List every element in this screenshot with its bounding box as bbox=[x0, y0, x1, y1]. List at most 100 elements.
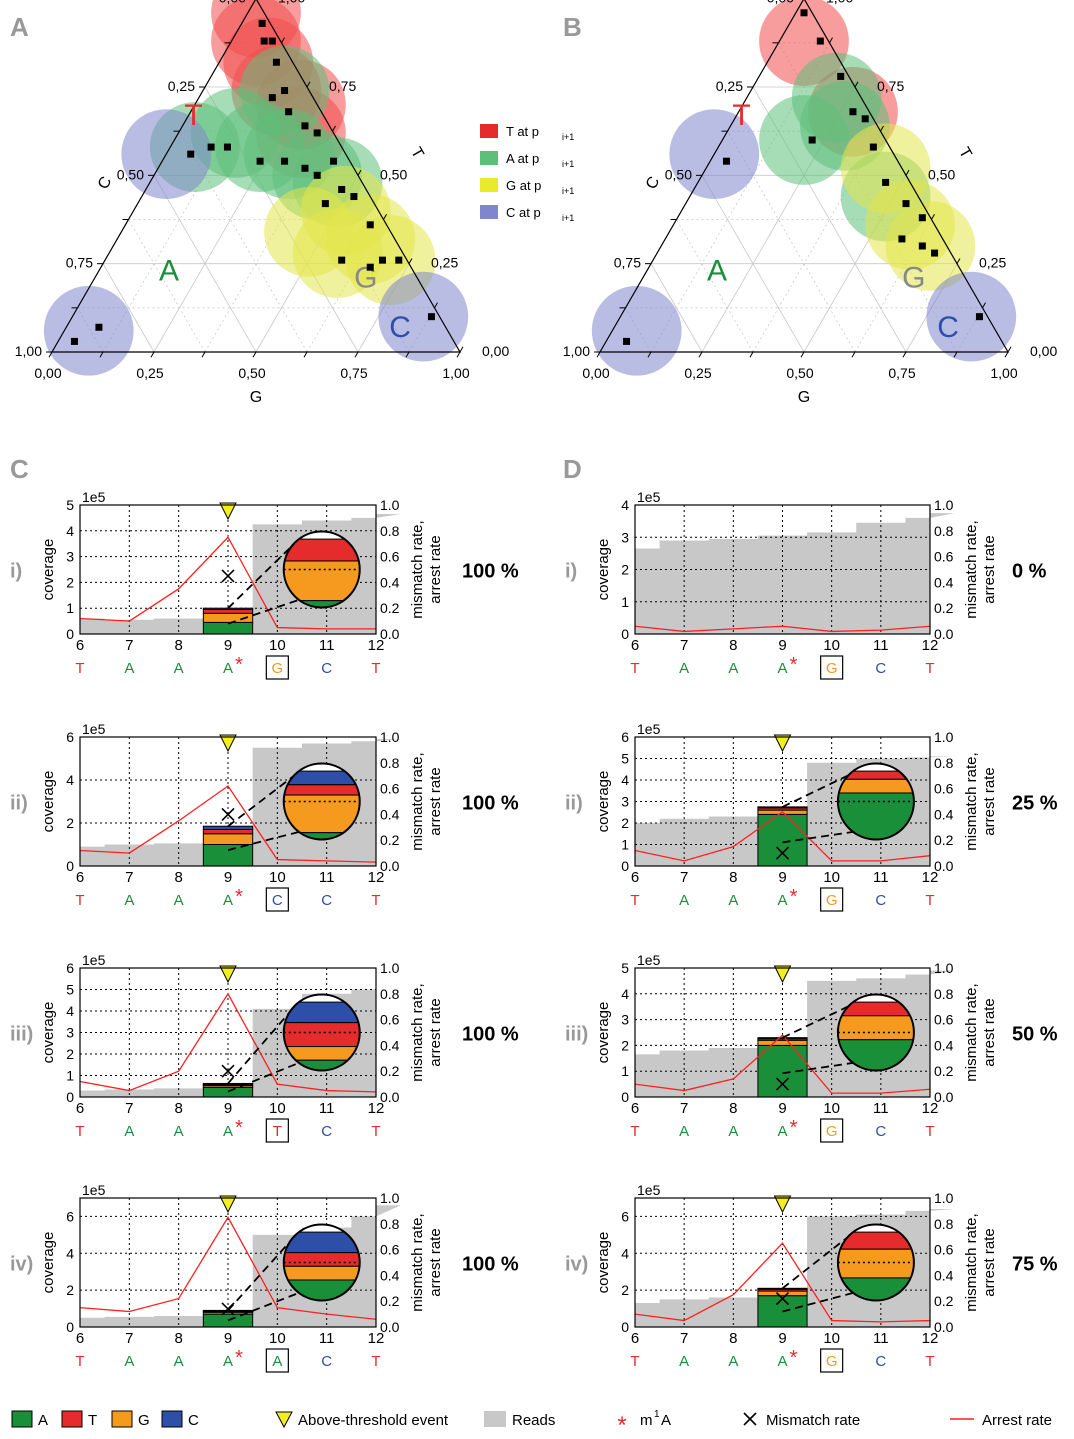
y2-tick-label: 0.4 bbox=[934, 1267, 954, 1283]
tick bbox=[829, 37, 833, 44]
pie-outline bbox=[282, 993, 361, 1072]
sequence-base: T bbox=[630, 892, 639, 909]
sequence-base: A bbox=[728, 660, 738, 677]
y-tick-label: 4 bbox=[621, 986, 629, 1002]
legend-swatch-T bbox=[480, 124, 498, 138]
y2-tick-label: 1.0 bbox=[380, 497, 400, 513]
data-point bbox=[260, 37, 268, 45]
stacked-bar-G bbox=[202, 833, 254, 845]
boxed-base-frame bbox=[265, 1348, 289, 1373]
data-point bbox=[366, 263, 374, 271]
y2-tick-label: 0.8 bbox=[380, 1216, 400, 1232]
sequence-base: G bbox=[826, 892, 838, 909]
sequence-base: C bbox=[875, 660, 886, 677]
y2-axis-label: mismatch rate, bbox=[409, 1213, 426, 1311]
arrest-rate-line bbox=[634, 1034, 931, 1094]
cluster-circle-C bbox=[591, 285, 682, 376]
legend-swatch-C bbox=[161, 1410, 183, 1428]
multiplier-label: 1e5 bbox=[82, 489, 106, 505]
x-tick-label: 12 bbox=[922, 1330, 939, 1347]
y2-tick-label: 0.4 bbox=[380, 806, 400, 822]
tick-label-t: 0,50 bbox=[928, 166, 955, 182]
tick bbox=[201, 351, 206, 358]
sequence-base: T bbox=[75, 892, 84, 909]
y2-tick-label: 0.2 bbox=[380, 1063, 400, 1079]
y-tick-label: 0 bbox=[621, 1089, 629, 1105]
x-tick-label: 11 bbox=[319, 637, 335, 654]
y-tick-label: 2 bbox=[66, 1046, 74, 1062]
m1a-asterisk: * bbox=[790, 886, 798, 908]
sequence-base: C bbox=[875, 892, 886, 909]
data-point bbox=[869, 143, 877, 151]
data-point bbox=[321, 200, 329, 208]
x-tick-label: 11 bbox=[319, 869, 335, 886]
y-tick-label: 0 bbox=[621, 1319, 629, 1335]
arrest-rate-line bbox=[79, 1216, 377, 1320]
axis-label-t: T bbox=[955, 145, 975, 162]
mismatch-marker bbox=[775, 846, 790, 860]
data-point bbox=[918, 214, 926, 222]
sequence-base: A bbox=[223, 1353, 233, 1370]
vertex-label-G: G bbox=[902, 261, 925, 294]
tick bbox=[854, 81, 859, 88]
legend-sub: i+1 bbox=[562, 132, 574, 142]
x-tick-label: 6 bbox=[631, 869, 639, 886]
tick-label-g: 0,00 bbox=[34, 365, 61, 381]
sequence-base: T bbox=[630, 1353, 639, 1370]
data-point bbox=[281, 87, 289, 95]
stacked-bar-G bbox=[757, 1290, 808, 1297]
ternary-plot-b: 0,00 1,00 0,00 0,25 0,75 0,25 0,50 0,50 0,50 0,75… bbox=[563, 0, 1057, 406]
connector-line bbox=[227, 1235, 296, 1312]
tick-label-t: 0,00 bbox=[1030, 343, 1057, 359]
x-tick-label: 8 bbox=[729, 1330, 737, 1347]
row-label: iv) bbox=[565, 1254, 588, 1276]
tick bbox=[905, 169, 910, 176]
plot-frame bbox=[79, 504, 377, 635]
multiplier-label: 1e5 bbox=[82, 952, 106, 968]
x-tick-label: 6 bbox=[631, 1100, 639, 1117]
sequence-base: A bbox=[679, 1353, 689, 1370]
data-point bbox=[378, 256, 386, 264]
pie-slice-T bbox=[283, 1252, 360, 1267]
x-tick-label: 6 bbox=[76, 637, 84, 654]
y-tick-label: 2 bbox=[621, 1282, 629, 1298]
y-tick-label: 2 bbox=[66, 574, 74, 590]
x-tick-label: 7 bbox=[125, 869, 133, 886]
data-point bbox=[898, 235, 906, 243]
grid-line bbox=[650, 263, 703, 353]
tick bbox=[459, 346, 464, 353]
data-point bbox=[70, 337, 78, 345]
cluster-circle-G bbox=[885, 201, 976, 291]
data-point bbox=[223, 143, 231, 151]
tick-label-c: 0,00 bbox=[219, 0, 246, 6]
x-tick-label: 9 bbox=[778, 1100, 786, 1117]
legend-m1a-tail: A bbox=[661, 1412, 671, 1429]
sequence-base: A bbox=[124, 1123, 134, 1140]
percent-label: 0 % bbox=[1012, 561, 1047, 583]
tick bbox=[281, 37, 285, 44]
y2-axis-label: mismatch rate, bbox=[409, 752, 426, 850]
stacked-bar-A bbox=[202, 1313, 254, 1328]
x-tick-label: 12 bbox=[368, 637, 385, 654]
y2-tick-label: 0.6 bbox=[934, 549, 954, 565]
arrest-rate-line bbox=[634, 1242, 931, 1323]
row-label: iii) bbox=[10, 1024, 33, 1046]
y2-axis-label: arrest rate bbox=[427, 535, 444, 603]
multiplier-label: 1e5 bbox=[82, 1182, 106, 1198]
data-point bbox=[427, 313, 435, 321]
mismatch-marker bbox=[221, 807, 235, 821]
y2-tick-label: 0.6 bbox=[934, 781, 954, 797]
y-tick-label: 1 bbox=[66, 1068, 74, 1084]
mismatch-marker bbox=[221, 569, 235, 583]
tick bbox=[698, 351, 703, 358]
sequence-base: A bbox=[124, 660, 134, 677]
ternary-plot-a: 0,00 1,00 0,00 0,25 0,75 0,25 0,50 0,50 0,50 0,75… bbox=[15, 0, 509, 406]
y2-tick-label: 1.0 bbox=[380, 960, 400, 976]
y-tick-label: 0 bbox=[66, 1089, 74, 1105]
sequence-base: T bbox=[371, 660, 380, 677]
x-tick-label: 8 bbox=[729, 869, 737, 886]
panel-letter-c: C bbox=[10, 454, 29, 484]
